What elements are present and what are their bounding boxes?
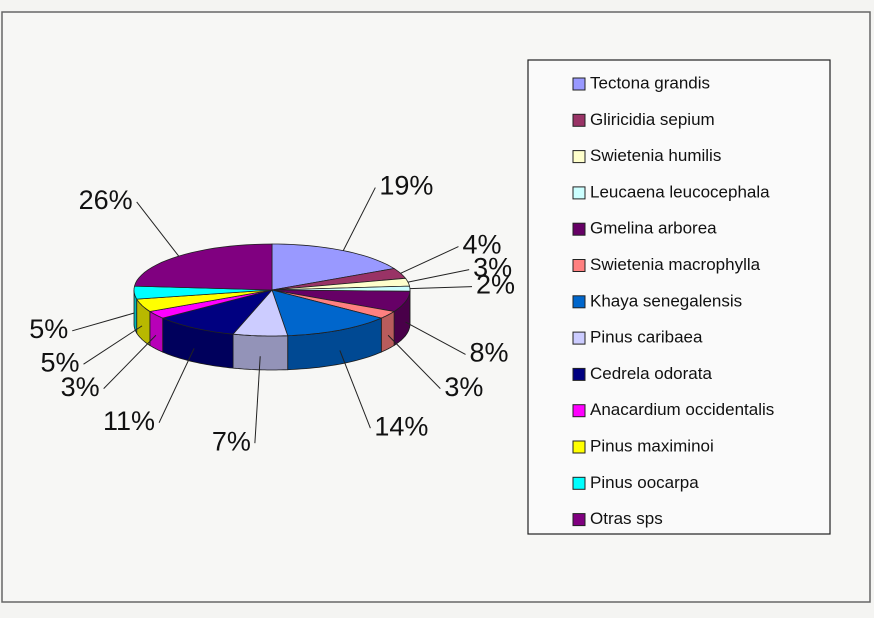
legend-label: Cedrela odorata [590, 364, 712, 383]
legend-swatch [573, 368, 585, 380]
legend-label: Gmelina arborea [590, 219, 717, 238]
legend-swatch [573, 405, 585, 417]
data-label: 26% [79, 185, 133, 215]
data-label: 11% [103, 406, 155, 436]
legend-swatch [573, 296, 585, 308]
legend-label: Pinus maximinoi [590, 436, 714, 455]
legend-swatch [573, 151, 585, 163]
legend-swatch [573, 78, 585, 90]
data-label: 8% [470, 338, 509, 368]
legend-swatch [573, 332, 585, 344]
legend-swatch [573, 441, 585, 453]
legend-label: Tectona grandis [590, 73, 710, 92]
slice-side-shade [233, 334, 288, 370]
data-label: 5% [41, 347, 80, 377]
legend-label: Swietenia humilis [590, 146, 721, 165]
legend-label: Pinus oocarpa [590, 473, 699, 492]
legend-swatch [573, 114, 585, 126]
data-label: 2% [476, 270, 515, 300]
legend-swatch [573, 187, 585, 199]
data-label: 7% [212, 426, 251, 456]
legend-swatch [573, 477, 585, 489]
data-label: 14% [374, 411, 428, 441]
legend-label: Khaya senegalensis [590, 291, 742, 310]
legend-label: Pinus caribaea [590, 328, 703, 347]
data-label: 5% [29, 314, 68, 344]
data-label: 19% [379, 171, 433, 201]
legend-label: Gliricidia sepium [590, 110, 715, 129]
legend-label: Otras sps [590, 509, 663, 528]
data-label: 3% [444, 372, 483, 402]
legend-swatch [573, 260, 585, 272]
legend-swatch [573, 514, 585, 526]
legend-swatch [573, 223, 585, 235]
legend-label: Leucaena leucocephala [590, 182, 770, 201]
legend-label: Anacardium occidentalis [590, 400, 774, 419]
legend-label: Swietenia macrophylla [590, 255, 761, 274]
